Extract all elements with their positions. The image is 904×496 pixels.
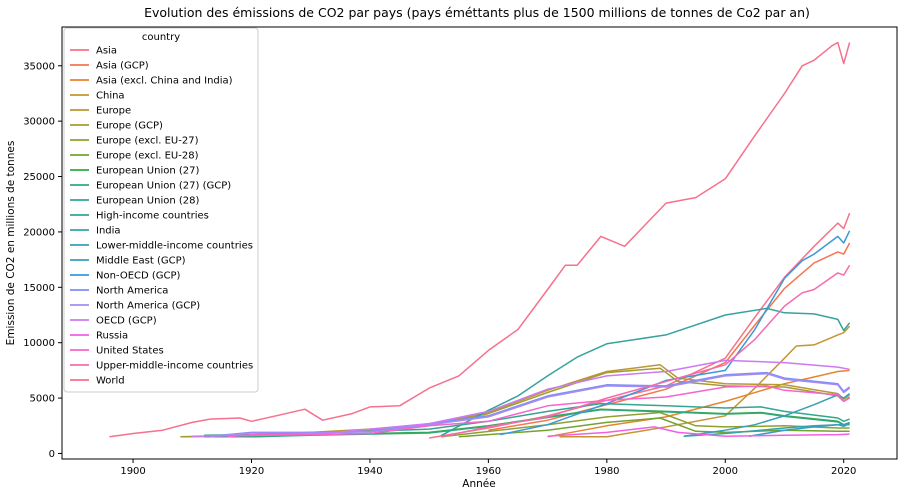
legend-item: United States xyxy=(70,346,164,357)
legend-label: China xyxy=(96,91,125,102)
legend-label: India xyxy=(96,226,121,237)
legend-label: Asia (excl. China and India) xyxy=(96,76,233,87)
series-line-6 xyxy=(440,411,850,438)
y-axis-label: Emission de CO2 en millions de tonnes xyxy=(5,141,17,346)
x-axis: 1900 1920 1940 1960 1980 2000 2020 xyxy=(120,459,856,477)
series-line-19 xyxy=(547,426,850,438)
legend-label: Asia (GCP) xyxy=(96,61,149,72)
legend-label: North America xyxy=(96,286,168,297)
legend-label: Europe (excl. EU-27) xyxy=(96,136,199,147)
legend-item: High-income countries xyxy=(70,211,209,222)
y-axis: 0 5000 10000 15000 20000 25000 30000 35000 xyxy=(23,61,62,460)
legend-label: High-income countries xyxy=(96,211,209,222)
x-tick-label: 2020 xyxy=(831,466,856,477)
legend-label: World xyxy=(96,376,125,387)
legend-item: Europe xyxy=(70,106,131,117)
legend-item: North America (GCP) xyxy=(70,301,200,312)
x-tick-label: 1960 xyxy=(476,466,501,477)
y-tick-label: 0 xyxy=(49,449,55,460)
legend-label: Non-OECD (GCP) xyxy=(96,271,181,282)
y-tick-label: 35000 xyxy=(23,61,55,72)
series-line-22 xyxy=(109,41,851,438)
legend-item: Upper-middle-income countries xyxy=(70,361,253,372)
legend-item: Lower-middle-income countries xyxy=(70,241,253,252)
legend: country Asia Asia (GCP) Asia (excl. China … xyxy=(63,27,259,393)
legend-item: World xyxy=(70,376,125,387)
legend-label: United States xyxy=(96,346,164,357)
legend-label: Russia xyxy=(96,331,128,342)
x-axis-label: Année xyxy=(462,478,495,490)
legend-item: North America xyxy=(70,286,168,297)
series-line-20 xyxy=(227,385,850,438)
series-line-3 xyxy=(559,325,851,438)
x-tick-label: 1940 xyxy=(357,466,382,477)
series-line-18 xyxy=(192,359,850,438)
legend-title: country xyxy=(142,32,180,43)
legend-label: OECD (GCP) xyxy=(96,316,157,327)
y-tick-label: 5000 xyxy=(30,394,55,405)
legend-label: European Union (27) xyxy=(96,166,200,177)
legend-label: Europe xyxy=(96,106,131,117)
legend-label: Asia xyxy=(96,46,117,57)
y-tick-label: 10000 xyxy=(23,338,55,349)
series-line-11 xyxy=(440,307,851,437)
x-tick-label: 2000 xyxy=(713,466,738,477)
legend-item: Asia (GCP) xyxy=(70,61,149,72)
legend-item: Europe (excl. EU-28) xyxy=(70,151,199,162)
series-line-15 xyxy=(500,230,851,436)
legend-item: India xyxy=(70,226,121,237)
legend-item: Asia xyxy=(70,46,117,57)
legend-label: Upper-middle-income countries xyxy=(96,361,253,372)
legend-item: Russia xyxy=(70,331,128,342)
x-tick-label: 1900 xyxy=(120,466,145,477)
legend-item: China xyxy=(70,91,125,102)
legend-label: North America (GCP) xyxy=(96,301,200,312)
legend-item: Non-OECD (GCP) xyxy=(70,271,181,282)
legend-label: European Union (27) (GCP) xyxy=(96,181,231,192)
legend-item: OECD (GCP) xyxy=(70,316,157,327)
series-line-12 xyxy=(683,422,850,438)
y-tick-label: 15000 xyxy=(23,283,55,294)
chart-title: Evolution des émissions de CO2 par pays … xyxy=(144,5,810,20)
legend-label: Europe (GCP) xyxy=(96,121,163,132)
legend-label: Lower-middle-income countries xyxy=(96,241,253,252)
x-tick-label: 1920 xyxy=(239,466,264,477)
series-line-2 xyxy=(547,369,850,438)
series-line-7 xyxy=(458,417,850,438)
legend-item: Asia (excl. China and India) xyxy=(70,76,233,87)
legend-item: Europe (GCP) xyxy=(70,121,163,132)
series-line-13 xyxy=(683,393,851,438)
legend-label: Middle East (GCP) xyxy=(96,256,186,267)
legend-box xyxy=(63,27,259,393)
legend-item: Middle East (GCP) xyxy=(70,256,186,267)
legend-label: Europe (excl. EU-28) xyxy=(96,151,199,162)
y-tick-label: 25000 xyxy=(23,172,55,183)
x-tick-label: 1980 xyxy=(594,466,619,477)
series-layer xyxy=(109,41,851,439)
series-line-21 xyxy=(440,264,851,438)
y-tick-label: 20000 xyxy=(23,227,55,238)
series-line-14 xyxy=(748,423,850,438)
y-tick-label: 30000 xyxy=(23,117,55,128)
legend-items: Asia Asia (GCP) Asia (excl. China and Indi… xyxy=(70,46,253,387)
legend-item: Europe (excl. EU-27) xyxy=(70,136,199,147)
legend-item: European Union (27) xyxy=(70,166,200,177)
legend-item: European Union (27) (GCP) xyxy=(70,181,231,192)
legend-item: European Union (28) xyxy=(70,196,200,207)
legend-label: European Union (28) xyxy=(96,196,200,207)
